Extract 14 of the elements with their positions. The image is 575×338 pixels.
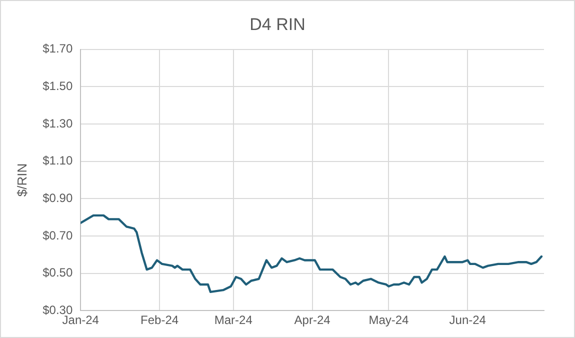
x-tick-label: Jun-24 [449,313,486,328]
y-tick-label: $1.50 [42,79,73,94]
chart-title: D4 RIN [250,14,306,34]
y-tick-label: $0.70 [42,228,73,242]
x-tick-label: Feb-24 [140,313,179,328]
x-tick-label: Mar-24 [214,313,253,328]
x-tick-label: May-24 [368,313,410,328]
y-tick-label: $1.10 [42,154,73,168]
y-tick-label: $0.90 [42,190,73,205]
y-tick-label: $0.50 [42,266,73,280]
y-tick-label: $1.30 [42,116,73,130]
x-tick-label: Apr-24 [294,313,331,328]
y-tick-label: $1.70 [42,42,73,56]
y-axis-title: $/RIN [14,163,30,197]
